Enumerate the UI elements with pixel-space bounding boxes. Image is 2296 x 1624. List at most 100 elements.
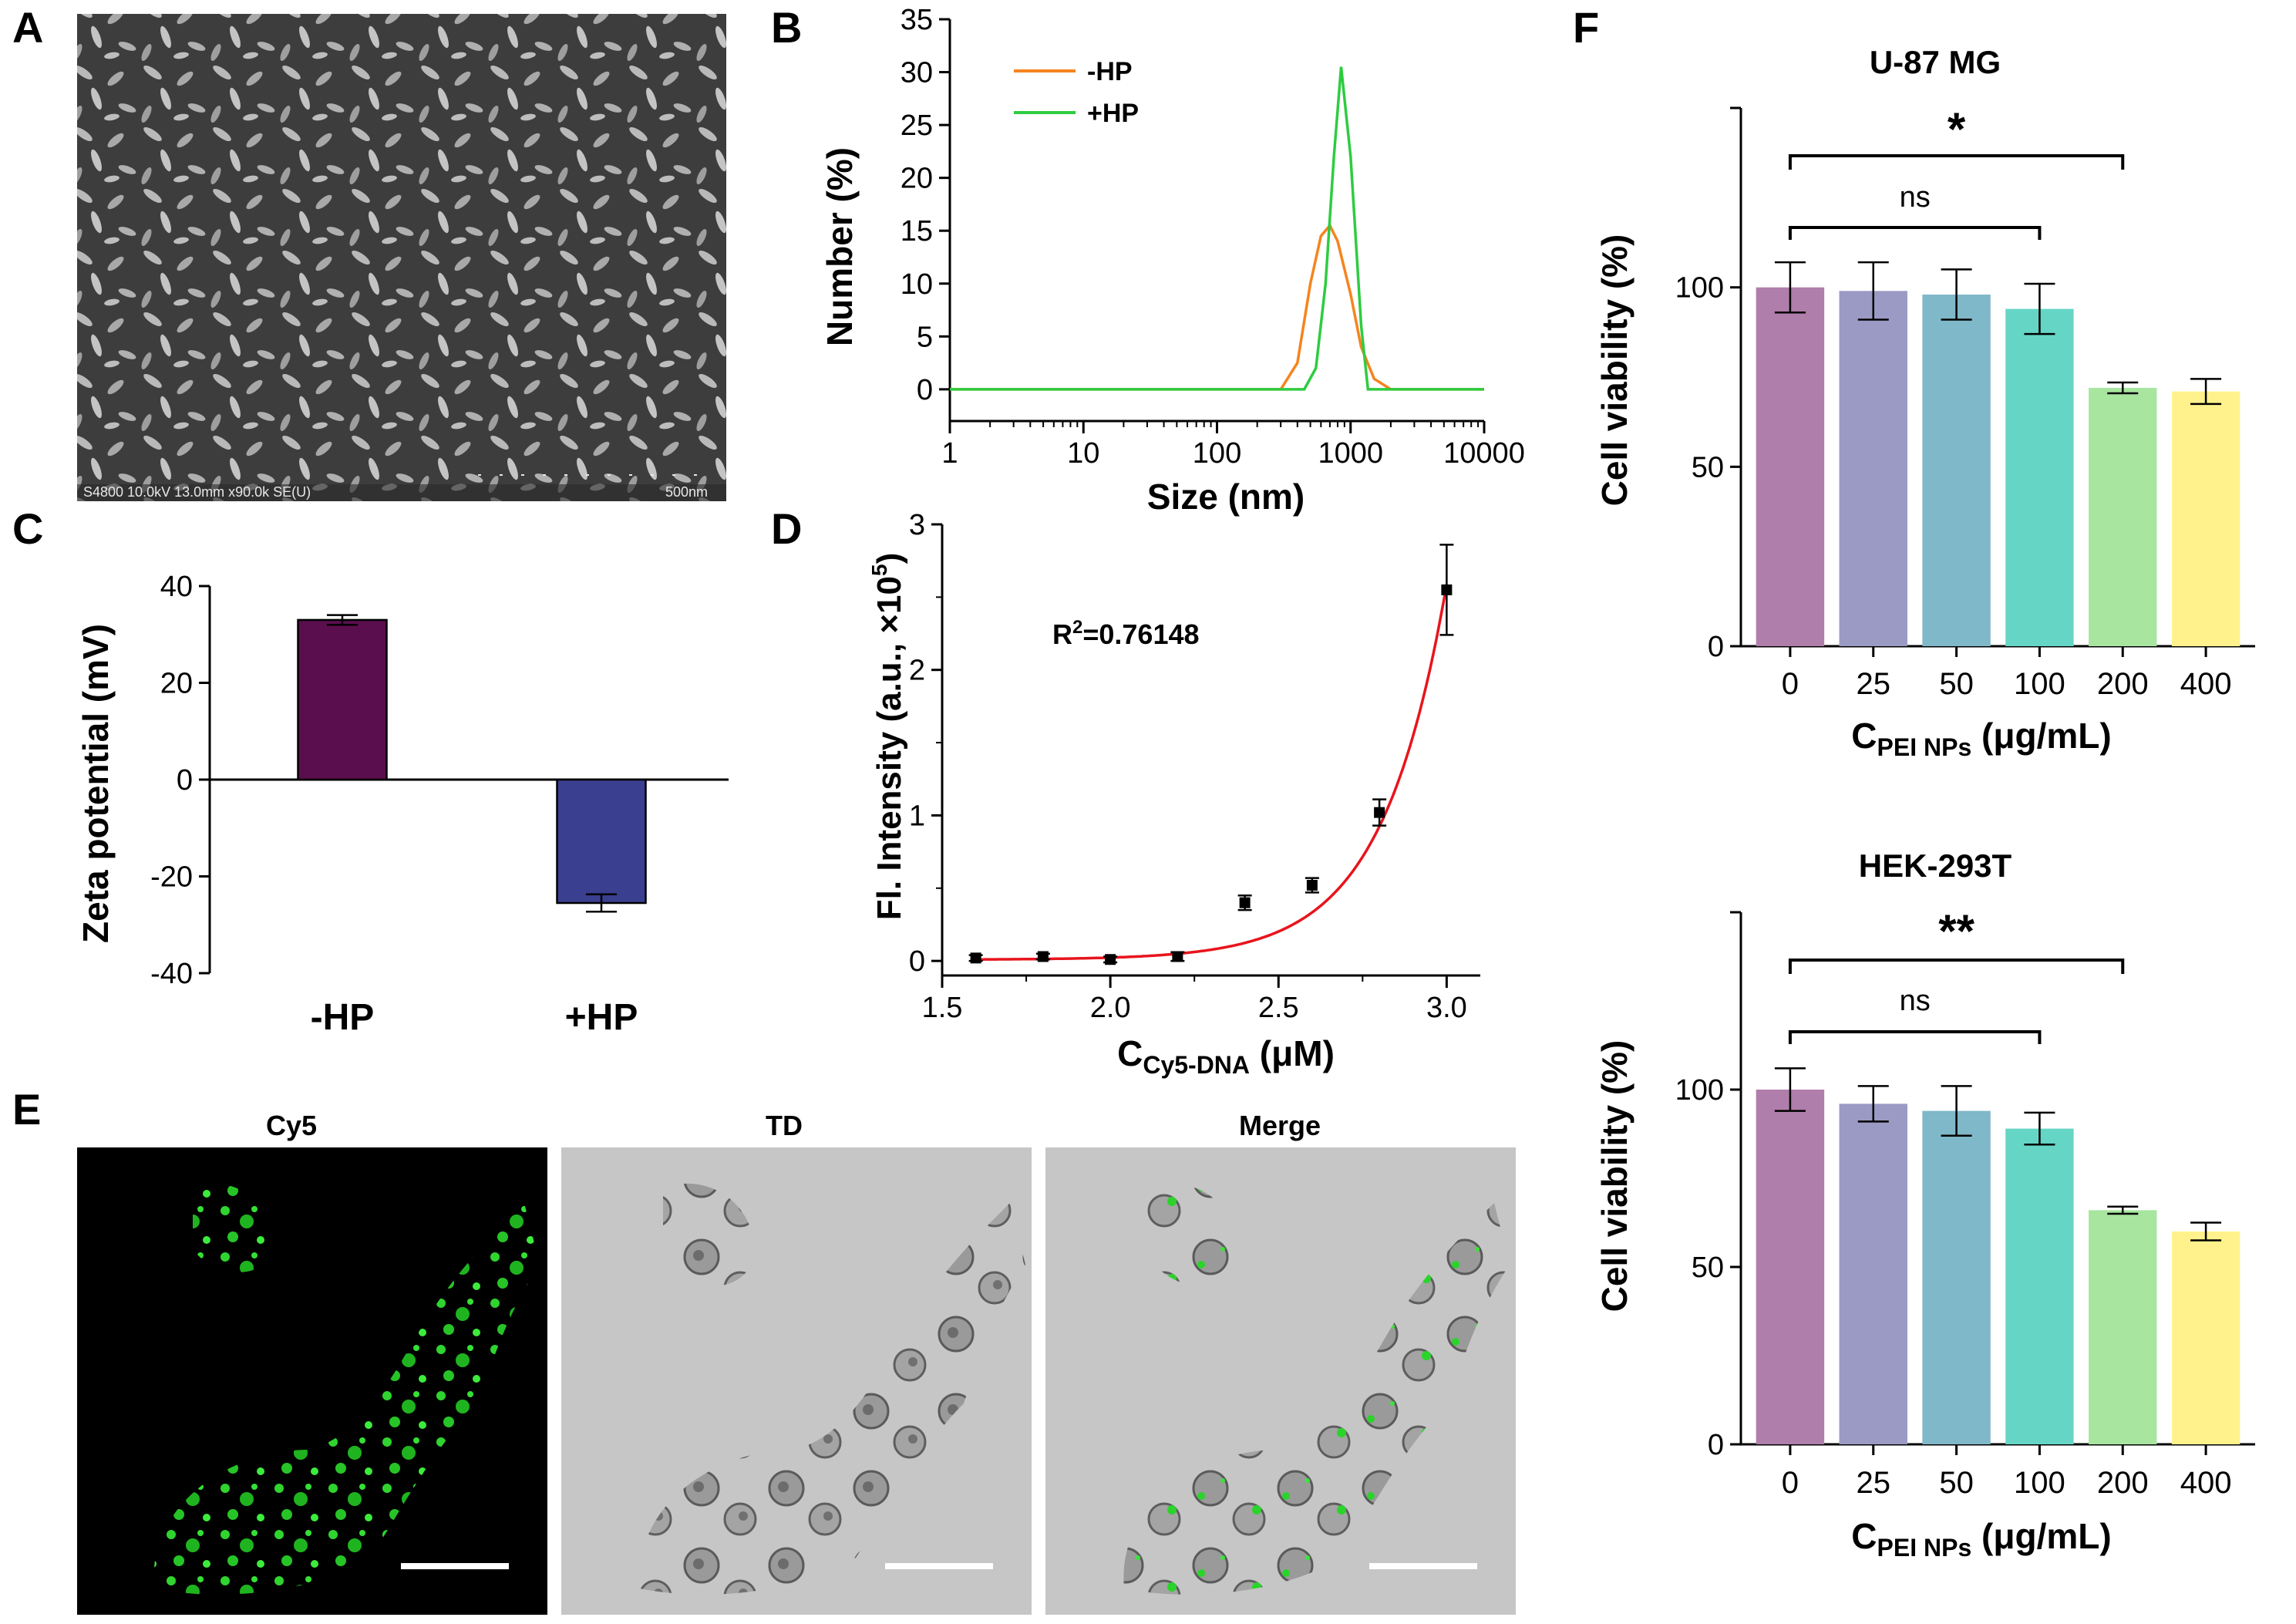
panel-e-title-cy5: Cy5 [266,1110,317,1141]
td-scale-bar [885,1563,993,1569]
panel-f-significance-label: ** [1938,905,1974,957]
panel-d-ytick-label: 3 [909,509,925,541]
panel-c-category-label: +HP [565,997,638,1038]
panel-f-bar [1922,1110,1991,1444]
panel-f-bottom-title: HEK-293T [1859,847,2012,884]
panel-b-chart: Number (%) Size (nm) 0 5 10 15 20 25 30 35 1 10 10… [820,4,1525,517]
panel-f-bottom-chart: HEK-293T Cell viability (%) CPEI NPs (μg… [1594,847,2255,1562]
td-cell-cluster [639,1203,1025,1595]
panel-d-fit-curve [975,584,1449,961]
panel-f-bottom-xlabel: CPEI NPs (μg/mL) [1851,1516,2111,1562]
panel-d-data-point [1037,951,1049,962]
panel-f-bar [1756,1090,1825,1444]
merge-scale-bar [1369,1563,1477,1569]
panel-f-xtick-label: 50 [1939,1466,1974,1500]
panel-f-significance-bracket [1788,154,2125,170]
panel-d-chart: Fl. Intensity (a.u., ×105) CCy5-DNA (μM)… [867,509,1480,1079]
panel-b-series [950,66,1484,391]
panel-letter-b: B [771,3,802,52]
panel-f-xtick-label: 400 [2180,667,2232,701]
panel-d-xtick-label: 2.0 [1090,992,1131,1024]
panel-f-significance-label: * [1948,103,1966,155]
panel-d-data-point [1239,897,1251,908]
panel-f-ytick-label: 50 [1692,451,1724,483]
panel-f-bar [1922,294,1991,646]
panel-letter-c: C [12,504,43,553]
legend-label-plus-hp: +HP [1087,99,1139,128]
panel-e-title-merge: Merge [1239,1110,1321,1141]
panel-f-bar [2171,391,2240,646]
panel-f-xtick-label: 25 [1857,667,1891,701]
panel-c-ytick-label: -20 [150,861,193,894]
panel-e-images: Cy5 TD Merge [77,1110,1516,1615]
panel-d-data-point [1105,954,1116,965]
panel-d-ytick-label: 2 [909,655,925,687]
merge-cell-cluster-upper [1147,1183,1240,1286]
panel-f-ns-label: ns [1900,985,1931,1017]
panel-f-ytick-label: 100 [1675,272,1724,305]
panel-f-xtick-label: 25 [1857,1466,1891,1500]
panel-letter-d: D [771,504,802,553]
panel-f-bar [1839,1103,1907,1444]
cy5-cell-cluster-upper [193,1183,278,1272]
panel-d-data-point [1172,951,1183,962]
panel-e-title-td: TD [766,1110,803,1141]
panel-a-sem-image: S4800 10.0kV 13.0mm x90.0k SE(U) 500nm [77,14,726,501]
panel-f-ns-bracket [1788,1030,2042,1044]
panel-f-xtick-label: 100 [2014,667,2065,701]
td-cell-cluster-upper [663,1183,756,1286]
panel-f-bar [2005,1128,2074,1444]
panel-c-ylabel: Zeta potential (mV) [76,624,116,943]
panel-c-ytick-label: -40 [150,958,193,990]
sem-micrograph [77,14,726,501]
panel-b-xtick-label: 10 [1067,437,1099,470]
panel-b-ytick-label: 15 [901,215,933,248]
panel-d-xtick-label: 2.5 [1258,992,1299,1024]
panel-c-ytick-label: 20 [160,668,193,700]
merge-cell-cluster [1123,1203,1510,1595]
panel-f-xtick-label: 400 [2180,1466,2232,1500]
cy5-cell-cluster [153,1203,540,1595]
panel-b-ylabel: Number (%) [820,147,860,346]
panel-c-category-label: -HP [311,997,375,1038]
panel-b-ytick-label: 25 [901,110,933,142]
panel-b-ytick-label: 30 [901,57,933,89]
panel-f-ytick-label: 0 [1708,1429,1724,1461]
panel-d-ytick-label: 0 [909,945,925,978]
panel-b-ytick-label: 35 [901,4,933,36]
panel-b-xtick-label: 100 [1193,437,1241,470]
panel-b-ytick-label: 0 [917,374,933,406]
panel-d-ylabel: Fl. Intensity (a.u., ×105) [867,553,908,920]
panel-c-ytick-label: 40 [160,571,193,603]
panel-f-ytick-label: 50 [1692,1252,1724,1284]
panel-f-bottom-ylabel: Cell viability (%) [1594,1040,1634,1312]
panel-f-xtick-label: 100 [2014,1466,2065,1500]
legend-label-minus-hp: -HP [1087,57,1133,86]
panel-d-xtick-label: 1.5 [922,992,963,1024]
panel-c-bars: -HP +HP [297,614,647,1038]
panel-d-xtick-label: 3.0 [1426,992,1467,1024]
panel-b-series-line [950,223,1484,391]
panel-b-series-line [950,66,1484,391]
panel-b-legend: -HP +HP [1014,57,1139,128]
cy5-scale-bar [401,1563,509,1569]
panel-c-bar [297,618,388,781]
panel-d-axes: 0 1 2 3 1.5 2.0 2.5 3.0 [909,509,1480,1024]
panel-f-top-title: U-87 MG [1870,44,2001,80]
panel-f-ytick-label: 100 [1675,1074,1724,1107]
panel-f-xtick-label: 0 [1782,1466,1799,1500]
panel-d-data-point [1441,584,1453,595]
panel-d-r2-annotation: R2=0.76148 [1052,617,1200,650]
panel-f-bar [1839,291,1907,646]
panel-b-ytick-label: 20 [901,163,933,195]
panel-b-axes: 0 5 10 15 20 25 30 35 1 10 100 1000 10000 [901,4,1525,470]
panel-b-xtick-label: 1 [941,437,958,470]
panel-letter-e: E [12,1085,41,1134]
panel-f-bottom-plot: 0 50 100 0 25 50 100 200 400 **ns [1675,905,2255,1500]
panel-f-bar [1756,287,1825,646]
sem-info-label: S4800 10.0kV 13.0mm x90.0k SE(U) [83,484,311,500]
panel-f-bar [2089,1210,2157,1444]
panel-f-top-plot: 0 50 100 0 25 50 100 200 400 * ns [1675,103,2255,701]
panel-b-ytick-label: 5 [917,321,933,353]
